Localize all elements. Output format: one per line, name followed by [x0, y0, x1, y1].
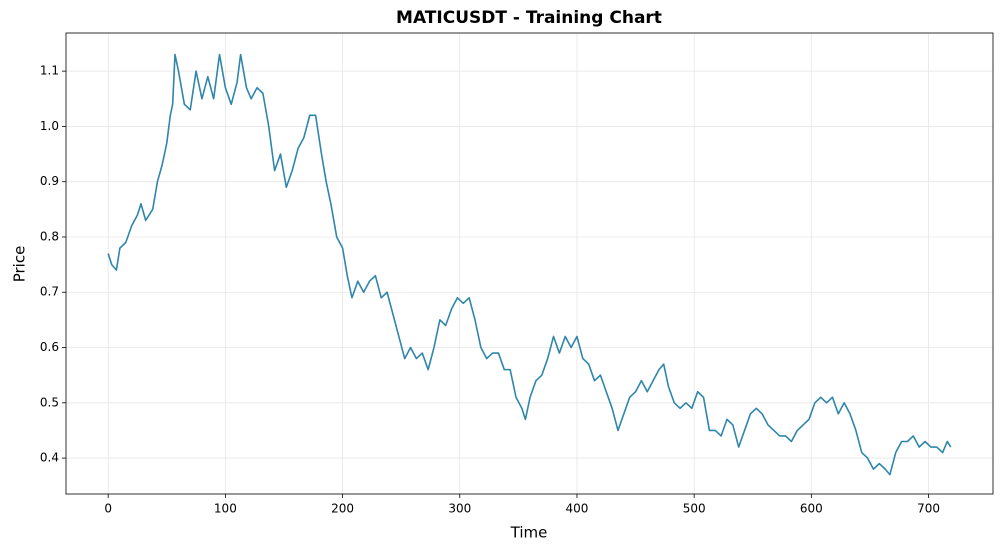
- price-line: [107, 53, 952, 476]
- x-tick-label: 500: [683, 502, 706, 516]
- y-tick-label: 0.6: [40, 340, 59, 354]
- y-tick-label: 0.9: [40, 174, 59, 188]
- y-tick-label: 1.1: [40, 64, 59, 78]
- x-tick-label: 200: [331, 502, 354, 516]
- y-tick-label: 0.4: [40, 451, 59, 465]
- x-tick-label: 0: [104, 502, 112, 516]
- x-axis-label: Time: [510, 524, 548, 542]
- x-tick-label: 700: [917, 502, 940, 516]
- y-axis-label: Price: [11, 246, 29, 283]
- y-tick-label: 0.7: [40, 285, 59, 299]
- y-tick-label: 0.8: [40, 229, 59, 243]
- x-tick-label: 300: [448, 502, 471, 516]
- x-tick-label: 600: [800, 502, 823, 516]
- chart-title: MATICUSDT - Training Chart: [396, 8, 662, 28]
- y-tick-label: 0.5: [40, 395, 59, 409]
- y-tick-label: 1.0: [40, 119, 59, 133]
- plot-frame: [65, 32, 994, 495]
- x-tick-label: 400: [566, 502, 589, 516]
- x-tick-label: 100: [214, 502, 237, 516]
